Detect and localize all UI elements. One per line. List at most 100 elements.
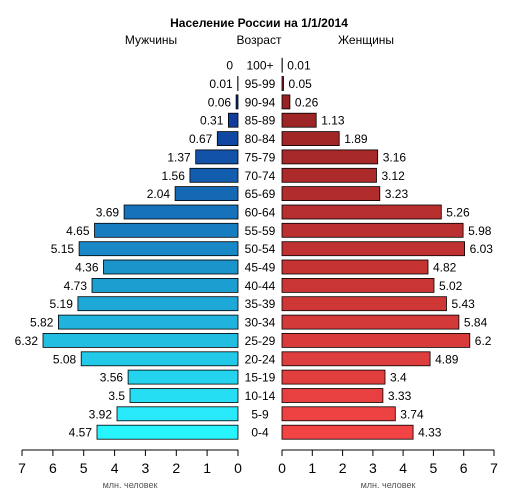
male-bar xyxy=(189,167,239,183)
female-bar xyxy=(281,204,442,220)
male-axis-unit: млн. человек xyxy=(103,480,158,490)
age-group-label: 15-19 xyxy=(245,371,276,385)
male-bar xyxy=(235,94,239,110)
female-value-label: 1.13 xyxy=(321,114,345,128)
male-value-label: 5.19 xyxy=(50,297,74,311)
female-bar xyxy=(281,388,384,403)
male-value-label: 3.92 xyxy=(89,407,113,421)
male-bar xyxy=(42,332,239,348)
age-group-label: 70-74 xyxy=(245,169,276,183)
male-value-label: 0.31 xyxy=(200,114,224,128)
male-value-label: 6.32 xyxy=(15,334,39,348)
female-value-label: 0.01 xyxy=(287,59,311,73)
female-value-label: 3.12 xyxy=(382,169,406,183)
male-value-label: 5.08 xyxy=(53,352,77,366)
female-tick-label: 1 xyxy=(308,460,316,476)
female-value-label: 3.33 xyxy=(388,389,412,403)
female-bar xyxy=(281,222,464,238)
male-tick-label: 3 xyxy=(142,460,150,476)
age-group-label: 35-39 xyxy=(245,297,276,311)
male-header: Мужчины xyxy=(125,33,177,47)
male-bar xyxy=(91,277,239,293)
male-bar xyxy=(78,241,239,257)
female-bar xyxy=(281,277,435,293)
age-group-label: 65-69 xyxy=(245,187,276,201)
male-value-label: 0.01 xyxy=(209,77,233,91)
male-value-label: 4.65 xyxy=(66,224,90,238)
male-tick-label: 0 xyxy=(234,460,242,476)
female-bar xyxy=(281,241,466,257)
age-group-label: 5-9 xyxy=(251,407,269,421)
male-value-label: 0.06 xyxy=(208,95,232,109)
age-group-label: 40-44 xyxy=(245,279,276,293)
male-value-label: 1.56 xyxy=(162,169,186,183)
female-value-label: 1.89 xyxy=(344,132,368,146)
female-value-label: 0.26 xyxy=(295,95,319,109)
age-group-label: 100+ xyxy=(246,59,273,73)
female-bar xyxy=(281,351,431,367)
female-value-label: 5.26 xyxy=(446,206,470,220)
male-value-label: 2.04 xyxy=(147,187,171,201)
female-value-label: 3.23 xyxy=(385,187,409,201)
female-bar xyxy=(281,406,396,422)
male-bar xyxy=(103,259,239,275)
female-tick-label: 5 xyxy=(430,460,438,476)
male-bar xyxy=(77,296,239,312)
female-value-label: 4.82 xyxy=(433,261,457,275)
female-bar xyxy=(281,259,429,275)
age-group-label: 25-29 xyxy=(245,334,276,348)
male-tick-label: 5 xyxy=(80,460,88,476)
female-value-label: 4.33 xyxy=(418,426,442,440)
male-bar xyxy=(174,186,239,202)
male-tick-label: 7 xyxy=(18,460,26,476)
female-bar xyxy=(281,76,284,91)
male-bar xyxy=(127,369,239,385)
male-bar xyxy=(227,112,239,128)
female-bar xyxy=(281,167,377,183)
male-bar xyxy=(116,406,239,422)
age-group-label: 20-24 xyxy=(245,352,276,366)
female-bar xyxy=(281,332,471,348)
bars-layer: 0 0.01 100+ 0.01 0.05 95-99 0.06 0.26 90-94 0.31 1… xyxy=(15,57,493,440)
male-bar xyxy=(80,351,239,367)
female-bar xyxy=(281,369,386,385)
female-value-label: 6.2 xyxy=(475,334,492,348)
female-bar xyxy=(281,112,317,128)
age-group-label: 30-34 xyxy=(245,316,276,330)
female-tick-label: 7 xyxy=(490,460,498,476)
female-bar xyxy=(281,296,447,312)
male-value-label: 0 xyxy=(226,59,233,73)
male-bar xyxy=(58,314,239,330)
age-group-label: 55-59 xyxy=(245,224,276,238)
male-value-label: 1.37 xyxy=(167,150,191,164)
age-group-label: 80-84 xyxy=(245,132,276,146)
female-value-label: 5.84 xyxy=(464,316,488,330)
female-value-label: 3.16 xyxy=(383,150,407,164)
male-tick-label: 6 xyxy=(49,460,57,476)
male-value-label: 5.82 xyxy=(30,316,54,330)
male-bar xyxy=(96,424,239,440)
male-value-label: 3.69 xyxy=(96,206,120,220)
female-bar xyxy=(281,94,291,110)
female-tick-label: 3 xyxy=(369,460,377,476)
female-bar xyxy=(281,186,381,202)
female-value-label: 5.98 xyxy=(468,224,492,238)
female-tick-label: 4 xyxy=(399,460,407,476)
age-group-label: 50-54 xyxy=(245,242,276,256)
female-value-label: 4.89 xyxy=(435,352,459,366)
age-group-label: 85-89 xyxy=(245,114,276,128)
female-bar xyxy=(281,314,460,330)
female-bar xyxy=(281,424,414,440)
chart-title: Население России на 1/1/2014 xyxy=(170,16,348,30)
male-value-label: 3.56 xyxy=(100,371,124,385)
male-bar xyxy=(123,204,239,220)
age-group-label: 10-14 xyxy=(245,389,276,403)
male-value-label: 4.36 xyxy=(75,261,99,275)
female-value-label: 0.05 xyxy=(289,77,313,91)
age-group-label: 0-4 xyxy=(251,426,269,440)
female-value-label: 5.43 xyxy=(452,297,476,311)
age-group-label: 45-49 xyxy=(245,261,276,275)
male-tick-label: 4 xyxy=(111,460,119,476)
age-header: Возраст xyxy=(237,33,282,47)
male-value-label: 0.67 xyxy=(189,132,213,146)
